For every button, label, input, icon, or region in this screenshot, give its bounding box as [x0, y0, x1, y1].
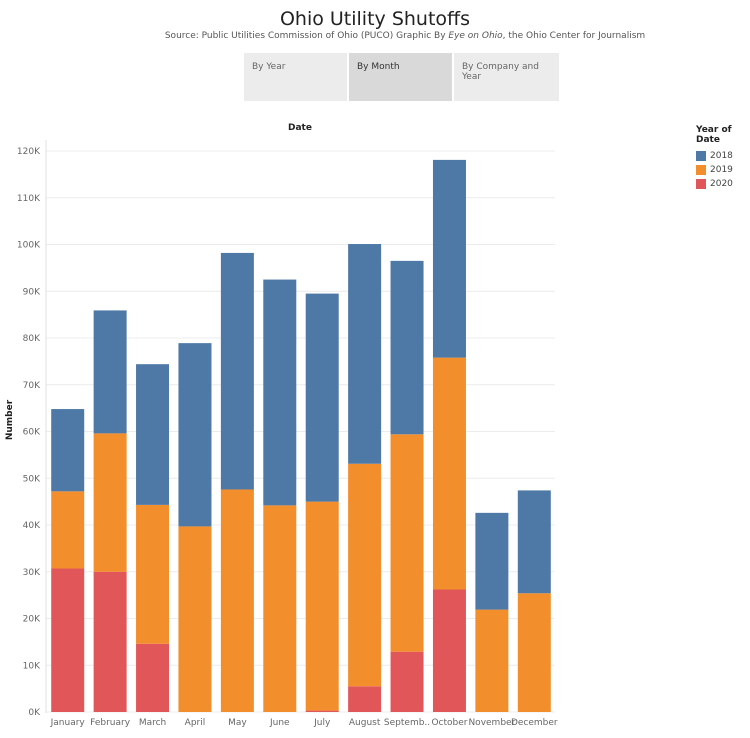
- bar-2019-april: [178, 526, 212, 712]
- bar-2018-march: [136, 364, 170, 505]
- bar-2019-october: [432, 357, 466, 590]
- legend-title: Year of Date: [696, 125, 732, 145]
- bar-2019-november: [475, 609, 509, 712]
- bar-2019-march: [136, 504, 170, 644]
- bar-2018-septemb: [390, 260, 424, 435]
- bar-2018-december: [517, 490, 551, 594]
- legend-item-2018[interactable]: 2018: [696, 149, 750, 163]
- y-tick-label: 60K: [23, 428, 41, 438]
- bar-2019-june: [263, 505, 297, 712]
- y-tick-label: 100K: [17, 241, 41, 251]
- x-tick-label: March: [139, 718, 166, 728]
- y-tick-label: 90K: [23, 287, 41, 297]
- y-tick-label: 40K: [23, 521, 41, 531]
- bar-2018-august: [348, 244, 382, 464]
- y-tick-label: 0K: [28, 708, 41, 718]
- bar-2020-august: [348, 686, 382, 712]
- bar-2018-april: [178, 343, 212, 527]
- bar-2020-october: [432, 589, 466, 712]
- bar-2019-july: [305, 501, 339, 711]
- subtitle-suffix: , the Ohio Center for Journalism: [502, 31, 646, 41]
- x-tick-label: November: [468, 718, 515, 728]
- x-tick-label: February: [90, 718, 131, 728]
- legend-label-2020: 2020: [710, 179, 733, 189]
- x-axis-header: Date: [288, 123, 312, 133]
- bar-2019-december: [517, 593, 551, 712]
- view-tabs: By Year By Month By Company and Year: [244, 53, 559, 101]
- bar-2020-january: [51, 568, 85, 712]
- y-tick-label: 30K: [23, 568, 41, 578]
- chart-title: Ohio Utility Shutoffs: [279, 8, 471, 30]
- tab-by-company-and-year[interactable]: By Company and Year: [454, 53, 559, 101]
- subtitle-publisher: Eye on Ohio: [448, 31, 503, 41]
- bar-2018-july: [305, 293, 339, 502]
- subtitle-prefix: Source: Public Utilities Commission of O…: [164, 31, 449, 41]
- bar-2018-february: [93, 310, 127, 434]
- x-tick-label: December: [511, 718, 558, 728]
- x-tick-label: January: [50, 718, 86, 728]
- bar-2020-march: [136, 643, 170, 712]
- bar-2019-may: [220, 489, 254, 712]
- legend-swatch-2019: [696, 165, 706, 175]
- y-tick-label: 10K: [23, 661, 41, 671]
- bar-2019-septemb: [390, 434, 424, 652]
- y-tick-label: 110K: [17, 194, 41, 204]
- bar-2018-may: [220, 252, 254, 490]
- legend-label-2019: 2019: [710, 165, 733, 175]
- bar-2020-septemb: [390, 651, 424, 712]
- legend-item-2019[interactable]: 2019: [696, 163, 750, 177]
- bar-2019-february: [93, 433, 127, 572]
- y-tick-label: 70K: [23, 381, 41, 391]
- bar-2019-january: [51, 491, 85, 569]
- legend-swatch-2018: [696, 151, 706, 161]
- x-tick-label: April: [185, 718, 206, 728]
- x-tick-label: May: [228, 718, 247, 728]
- tab-by-year[interactable]: By Year: [244, 53, 349, 101]
- y-axis-title: Number: [5, 399, 15, 440]
- tab-by-month[interactable]: By Month: [349, 53, 454, 101]
- legend-swatch-2020: [696, 179, 706, 189]
- bar-2018-november: [475, 512, 509, 610]
- legend: Year of Date 2018 2019 2020: [696, 125, 750, 191]
- y-tick-label: 120K: [17, 147, 41, 157]
- bar-2020-february: [93, 571, 127, 712]
- bar-2019-august: [348, 463, 382, 687]
- x-tick-label: Septemb..: [384, 718, 430, 728]
- x-tick-label: July: [313, 718, 331, 728]
- bar-2018-june: [263, 279, 297, 506]
- x-tick-label: October: [431, 718, 467, 728]
- bar-2020-july: [305, 710, 339, 712]
- x-tick-label: August: [349, 718, 381, 728]
- bar-2018-january: [51, 409, 85, 492]
- legend-label-2018: 2018: [710, 151, 733, 161]
- chart-subtitle: Source: Public Utilities Commission of O…: [0, 31, 750, 41]
- y-tick-label: 80K: [23, 334, 41, 344]
- y-tick-label: 20K: [23, 615, 41, 625]
- y-tick-label: 50K: [23, 474, 41, 484]
- bar-2018-october: [432, 159, 466, 358]
- x-tick-label: June: [269, 718, 290, 728]
- legend-item-2020[interactable]: 2020: [696, 177, 750, 191]
